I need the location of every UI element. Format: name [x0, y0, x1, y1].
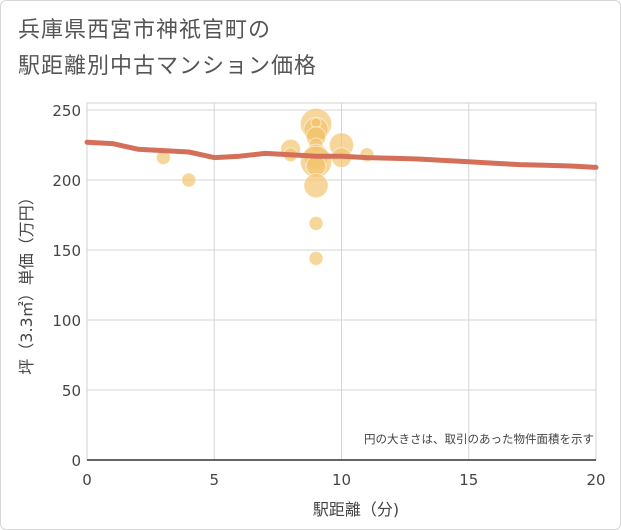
chart-title-line-2: 駅距離別中古マンション価格	[18, 54, 318, 79]
chart-title: 兵庫県西宮市神祇官町の 駅距離別中古マンション価格	[18, 13, 317, 85]
y-tick-label: 100	[52, 312, 81, 330]
x-tick-label: 0	[82, 471, 92, 489]
bubble-series	[155, 107, 375, 266]
x-tick-label: 10	[332, 471, 351, 489]
x-axis-title: 駅距離（分)	[313, 500, 399, 519]
y-axis-title: 坪（3.3㎡）単価（万円）	[17, 189, 36, 374]
trend-line	[84, 139, 599, 170]
y-tick-label: 50	[62, 382, 81, 400]
size-note: 円の大きさは、取引のあった物件面積を示す	[364, 432, 594, 446]
data-bubble	[310, 117, 322, 129]
y-tick-label: 150	[52, 242, 81, 260]
y-tick-label: 250	[52, 102, 81, 120]
x-tick-label: 20	[586, 471, 605, 489]
x-tick-label: 15	[459, 471, 478, 489]
data-bubble	[181, 172, 197, 188]
grid-lines	[86, 102, 597, 461]
data-bubble	[308, 250, 324, 266]
x-tick-label: 5	[209, 471, 219, 489]
axis-ticks: 0 50 100 150 200 250 0 5 10 15 20	[52, 102, 605, 489]
data-bubble	[303, 172, 329, 199]
y-tick-label: 0	[71, 452, 81, 470]
data-bubble	[308, 215, 324, 231]
chart-title-line-1: 兵庫県西宮市神祇官町の	[18, 18, 272, 43]
y-tick-label: 200	[52, 172, 81, 190]
data-bubble	[305, 155, 327, 177]
